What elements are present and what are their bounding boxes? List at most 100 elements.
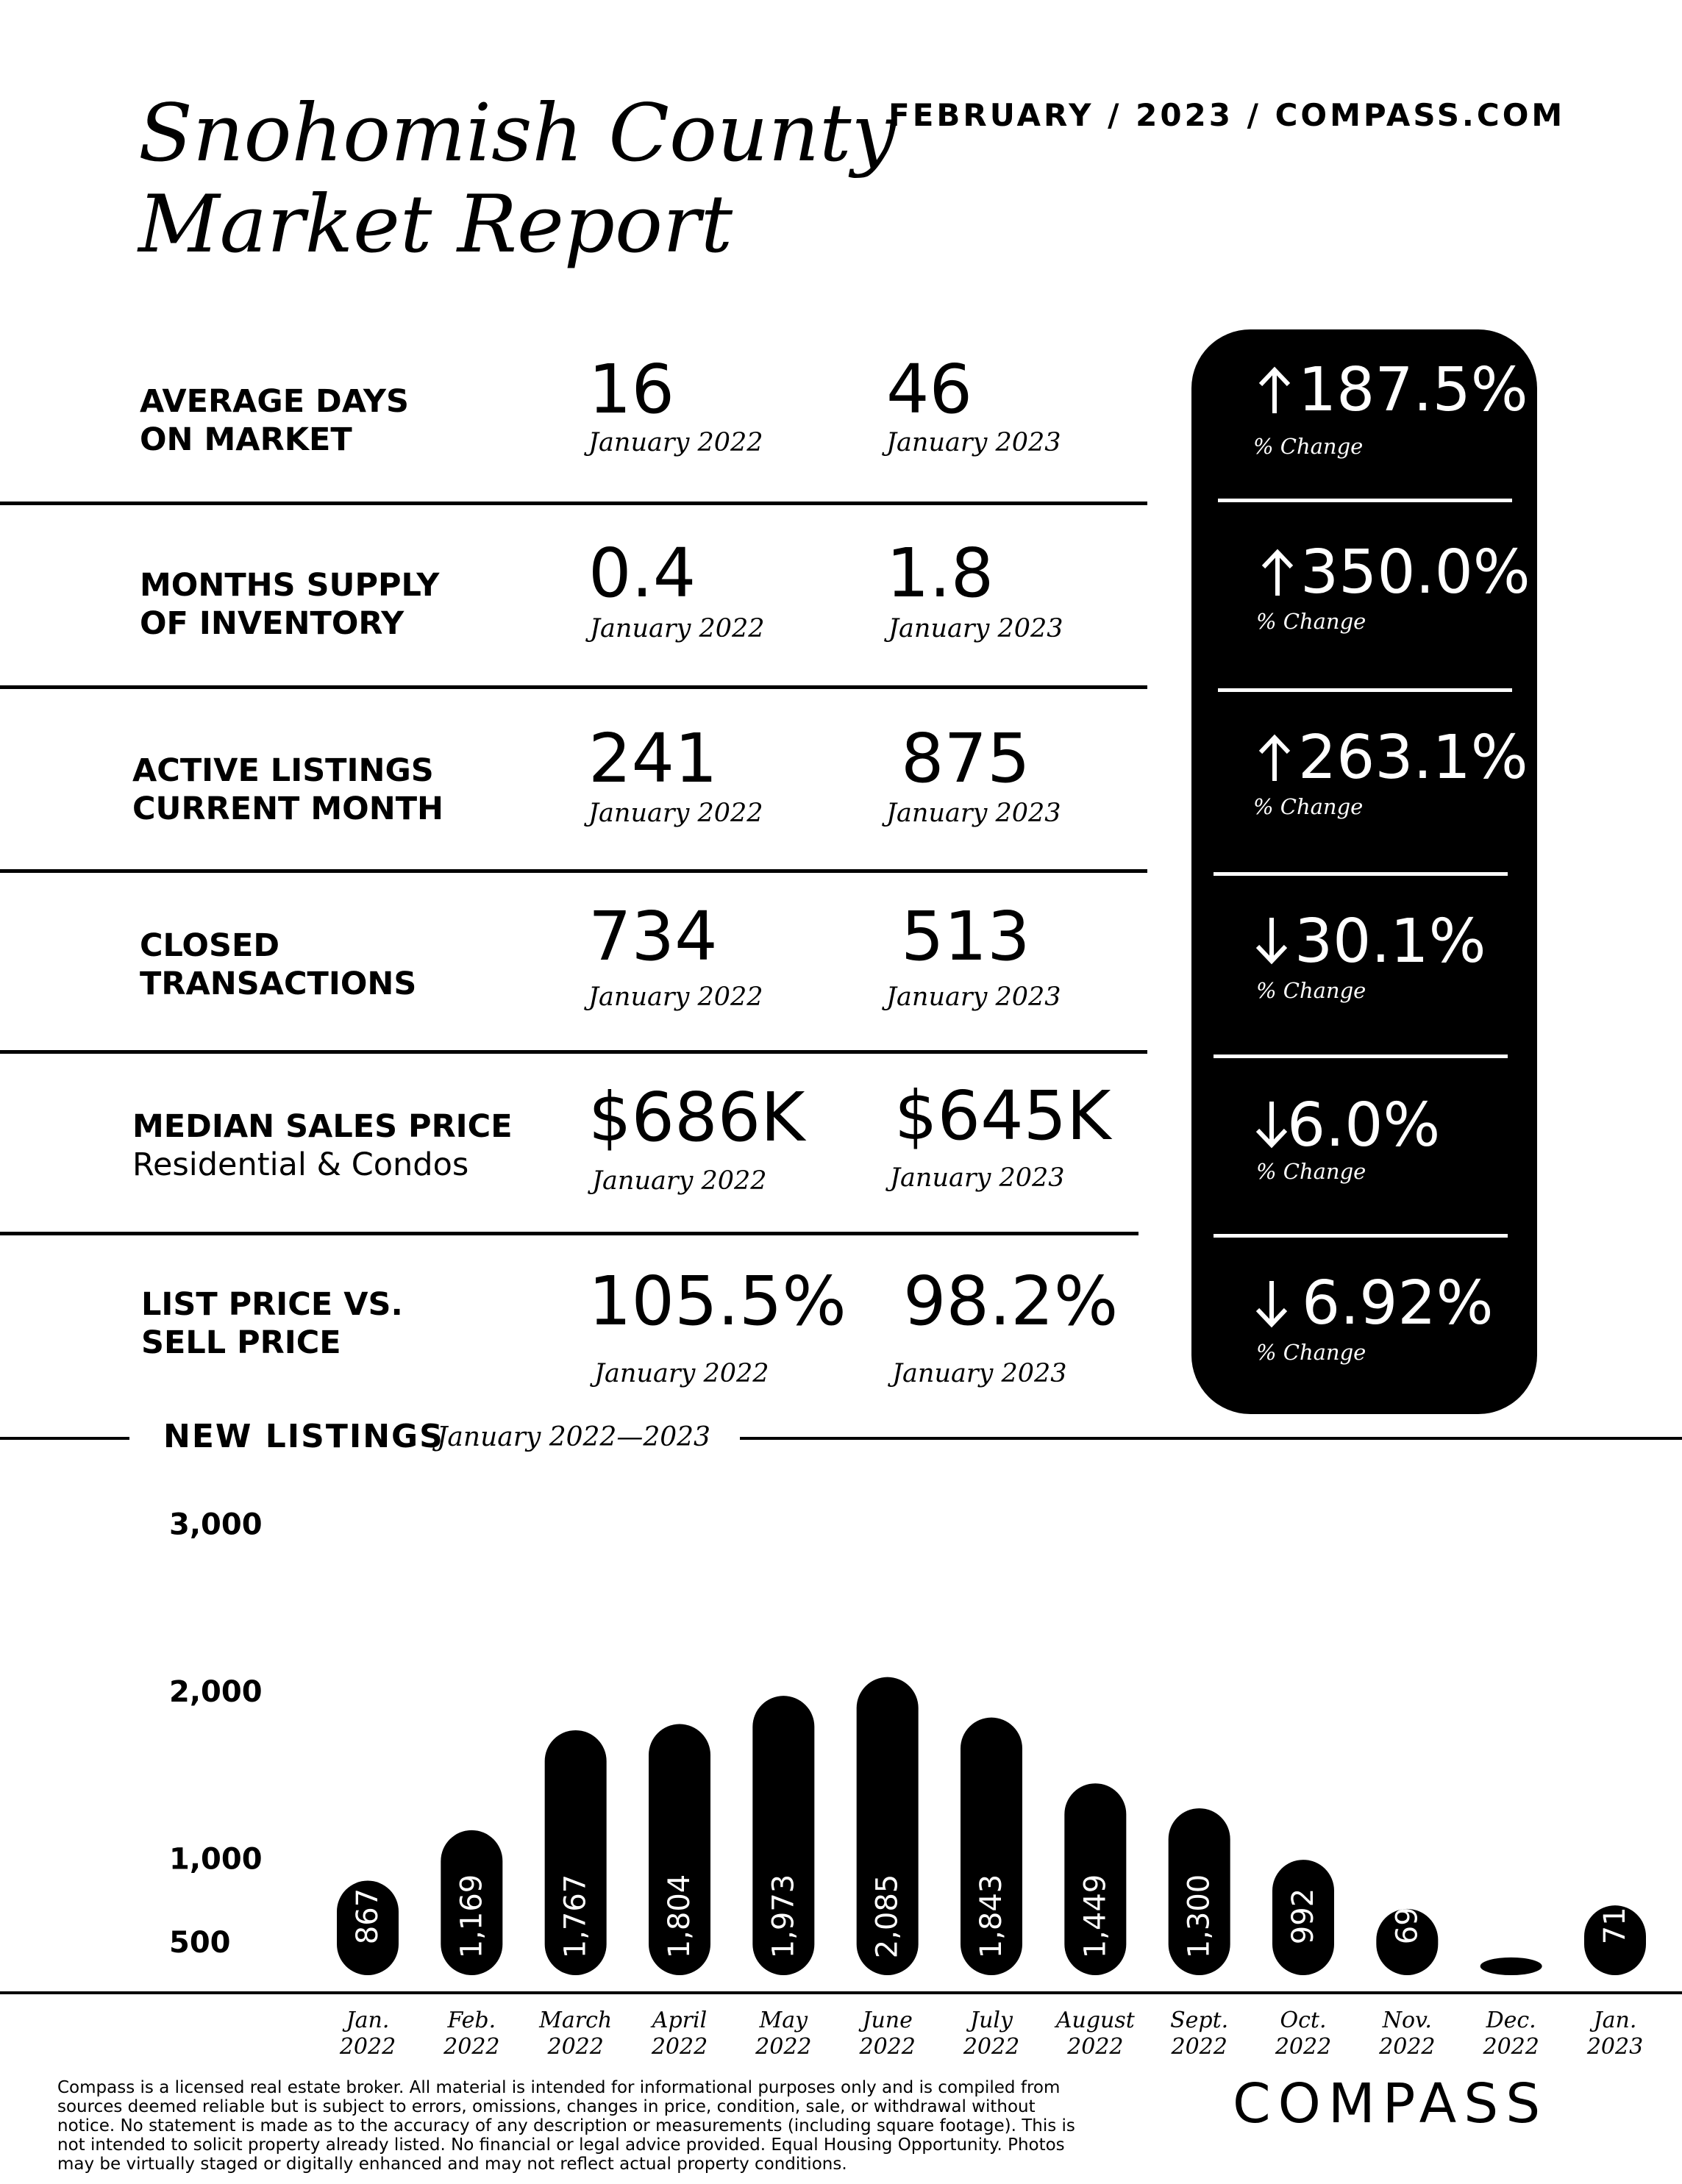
stat-label: ACTIVE LISTINGS CURRENT MONTH [132,752,443,828]
change-cell: 6.0% % Change [1191,1069,1537,1252]
stat-label-line2: ON MARKET [140,421,352,458]
x-tick-label: April [650,2008,707,2033]
x-tick-label: July [966,2008,1013,2033]
section-rule-left [0,1437,129,1440]
stat-value-2022: 734 [588,897,718,976]
change-cell: 30.1% % Change [1191,888,1537,1071]
x-tick-label: June [858,2008,912,2033]
arrow-up-icon [1258,366,1291,413]
x-tick-label: 2022 [546,2034,603,2060]
x-tick-label: 2022 [858,2034,915,2060]
x-tick-label: August [1054,2008,1136,2033]
change-cell: 6.92% % Change [1191,1250,1537,1432]
bar-value-label: 1,973 [766,1874,800,1959]
change-divider [1214,1234,1508,1238]
title-line-1: Snohomish County [138,88,897,179]
x-tick-label: 2022 [755,2034,811,2060]
arrow-down-icon [1255,1102,1288,1149]
bar-value-label: 408 [1494,1888,1528,1944]
bar-value-label: 698 [1390,1888,1424,1944]
stat-value-2023: 46 [886,350,973,429]
change-value: 6.0% [1287,1091,1441,1160]
stat-label-line1: MONTHS SUPPLY [140,567,440,604]
stat-label-line1: CLOSED [140,927,280,964]
bar [1480,1957,1542,1975]
x-tick-label: 2022 [339,2034,396,2060]
y-tick-label: 500 [169,1926,231,1960]
x-tick-label: 2022 [1378,2034,1435,2060]
bar [649,1724,710,1975]
stat-value-2023: 1.8 [886,534,994,613]
stat-label-line1: ACTIVE LISTINGS [132,752,434,789]
stat-caption-2023: January 2023 [888,614,1063,643]
bar-value-label: 992 [1286,1888,1320,1944]
stat-row-list-vs-sell: LIST PRICE VS. SELL PRICE 105.5% January… [0,1237,1147,1421]
bar [337,1880,399,1975]
stat-row-closed-transactions: CLOSED TRANSACTIONS 734 January 2022 513… [0,875,1147,1059]
stat-label-line1: MEDIAN SALES PRICE [132,1108,513,1145]
x-tick-label: March [538,2008,612,2033]
bar-value-label: 1,767 [559,1874,593,1959]
x-tick-label: Feb. [446,2008,496,2033]
stat-value-2022: $686K [588,1078,805,1157]
bar [441,1830,503,1975]
arrow-down-icon [1255,1281,1288,1328]
x-tick-label: 2022 [443,2034,499,2060]
x-tick-label: Jan. [342,2008,390,2033]
change-divider [1214,872,1508,876]
bar-value-label: 1,804 [663,1874,696,1959]
x-tick-label: 2022 [1275,2034,1331,2060]
change-divider [1218,688,1512,692]
stat-label: MEDIAN SALES PRICE Residential & Condos [132,1107,513,1184]
stat-row-active-listings: ACTIVE LISTINGS CURRENT MONTH 241 Januar… [0,691,1147,875]
new-listings-chart: 500 1,000 2,000 3,000 867 1,169 1,767 1,804 1,9… [0,1508,1682,2060]
bar-value-label: 1,449 [1078,1874,1112,1959]
bar [752,1696,815,1975]
change-value: 6.92% [1302,1268,1494,1338]
y-tick-label: 1,000 [169,1842,263,1876]
bar-value-label: 1,300 [1183,1874,1216,1959]
x-tick-label: Sept. [1170,2008,1228,2033]
change-divider [1218,499,1512,502]
bar-value-label: 719 [1598,1888,1632,1944]
bar-value-label: 1,169 [455,1874,488,1959]
stat-caption-2022: January 2022 [588,428,763,457]
change-divider [1214,1054,1508,1058]
y-axis: 500 1,000 2,000 3,000 [169,1508,263,1960]
x-tick-label: 2022 [1482,2034,1539,2060]
stat-caption-2023: January 2023 [886,799,1061,828]
change-panel: 187.5% % Change 350.0% % Change 263.1% %… [1191,329,1537,1414]
change-caption: % Change [1256,1340,1366,1365]
change-cell: 187.5% % Change [1191,337,1537,519]
change-caption: % Change [1256,978,1366,1003]
change-value: 263.1% [1298,723,1528,793]
change-value: 187.5% [1298,355,1528,425]
stat-value-2023: 98.2% [903,1262,1119,1341]
x-tick-label: 2022 [651,2034,708,2060]
stat-row-median-price: MEDIAN SALES PRICE Residential & Condos … [0,1056,1147,1240]
bar-value-label: 2,085 [871,1874,905,1959]
stat-caption-2022: January 2022 [588,799,763,828]
report-title: Snohomish County Market Report [138,88,903,271]
bar [1272,1860,1334,1975]
stat-caption-2022: January 2022 [594,1359,769,1388]
row-divider [0,1232,1138,1235]
stat-caption-2022: January 2022 [588,982,763,1012]
stat-value-2022: 0.4 [588,534,696,613]
title-line-2: Market Report [138,179,733,271]
new-listings-title: NEW LISTINGS [163,1418,444,1455]
stat-caption-2022: January 2022 [590,614,765,643]
bar [1064,1783,1127,1975]
stat-caption-2023: January 2023 [890,1163,1065,1193]
bars: 867 1,169 1,767 1,804 1,973 2,085 1,843 1,449 1,… [337,1677,1646,1975]
bar [1168,1808,1230,1975]
y-tick-label: 3,000 [169,1508,263,1542]
bar [961,1717,1022,1975]
stat-label-line2: CURRENT MONTH [132,791,444,827]
change-cell: 350.0% % Change [1191,518,1537,700]
stat-label: CLOSED TRANSACTIONS [140,927,416,1003]
stat-value-2022: 105.5% [588,1262,847,1341]
stat-caption-2023: January 2023 [886,428,1061,457]
stat-label-line1: LIST PRICE VS. [141,1286,403,1323]
bar [544,1730,607,1975]
